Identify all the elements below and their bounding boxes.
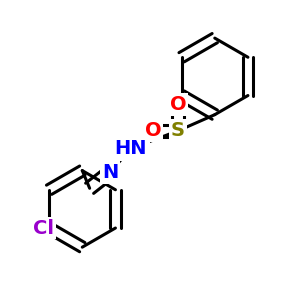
Text: HN: HN bbox=[115, 139, 147, 158]
Text: O: O bbox=[170, 95, 186, 114]
Text: O: O bbox=[145, 122, 161, 140]
Text: N: N bbox=[102, 163, 119, 182]
Text: S: S bbox=[171, 122, 185, 140]
Text: Cl: Cl bbox=[33, 218, 54, 238]
